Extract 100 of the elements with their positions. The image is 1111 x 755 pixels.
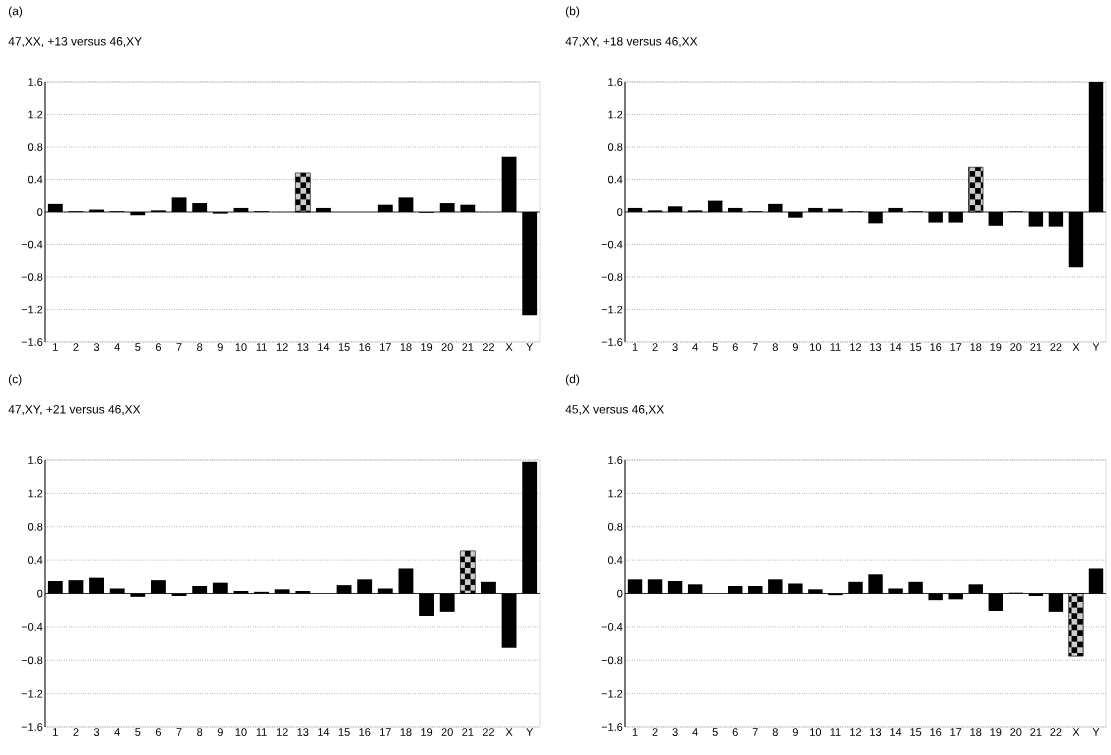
- x-tick-label: 9: [792, 728, 798, 736]
- x-tick-label: 4: [114, 728, 120, 736]
- x-tick-label: 22: [1050, 343, 1062, 351]
- y-tick-label: 0.4: [28, 175, 43, 184]
- x-tick-label: 10: [810, 728, 822, 736]
- y-tick-label: −0.4: [21, 240, 43, 249]
- y-tick-label: 0.8: [28, 143, 43, 151]
- x-tick-label: 16: [359, 728, 371, 736]
- x-tick-label: 20: [1010, 343, 1022, 351]
- y-tick-label: 0.4: [608, 556, 623, 565]
- y-tick-label: 1.2: [28, 110, 43, 119]
- chart-subtitle: 47,XY, +21 versus 46,XX: [8, 405, 141, 415]
- x-tick-label: 3: [672, 343, 678, 351]
- x-tick-label: 8: [197, 728, 203, 736]
- x-tick-label: 17: [950, 343, 962, 351]
- x-tick-label: 21: [462, 343, 474, 351]
- x-tick-label: X: [1072, 343, 1080, 351]
- chart-title: (c): [8, 374, 22, 386]
- x-tick-label: 18: [970, 728, 982, 736]
- x-tick-label: 4: [692, 728, 698, 736]
- x-tick-label: Y: [1092, 343, 1100, 351]
- x-tick-label: 16: [359, 343, 371, 351]
- chart-subtitle: 47,XX, +13 versus 46,XY: [8, 37, 142, 47]
- chart-title: (b): [565, 6, 580, 18]
- y-tick-label: −0.4: [21, 623, 43, 631]
- y-tick-label: −0.4: [601, 623, 623, 631]
- x-tick-label: 10: [810, 343, 822, 351]
- x-tick-label: 13: [297, 343, 309, 351]
- y-tick-label: −0.8: [601, 273, 623, 281]
- x-tick-label: 22: [482, 728, 494, 736]
- x-tick-label: 21: [1030, 728, 1042, 736]
- y-tick-label: 0.8: [608, 143, 623, 151]
- x-tick-label: 19: [421, 728, 433, 736]
- x-tick-label: 13: [297, 728, 309, 736]
- x-tick-label: 7: [176, 728, 182, 736]
- x-tick-label: X: [505, 728, 513, 736]
- x-tick-label: 19: [990, 728, 1002, 736]
- y-tick-label: 0.4: [28, 556, 43, 565]
- x-tick-label: 15: [910, 728, 922, 736]
- x-tick-label: 19: [421, 343, 433, 351]
- x-tick-label: 7: [752, 343, 758, 351]
- y-tick-label: −0.4: [601, 240, 623, 249]
- x-tick-label: 22: [482, 343, 494, 351]
- x-tick-label: 16: [930, 728, 942, 736]
- x-tick-label: 11: [830, 728, 841, 736]
- x-tick-label: 12: [276, 343, 288, 351]
- y-tick-label: 1.6: [608, 78, 623, 86]
- x-tick-label: 5: [135, 343, 141, 351]
- x-tick-label: 15: [910, 343, 922, 351]
- x-tick-label: 10: [235, 728, 247, 736]
- x-tick-label: 18: [400, 728, 412, 736]
- y-tick-label: 0.8: [608, 522, 623, 531]
- x-tick-label: 11: [256, 343, 267, 351]
- x-tick-label: 11: [256, 728, 267, 736]
- x-tick-label: 17: [950, 728, 962, 736]
- y-tick-label: −1.2: [21, 305, 43, 314]
- x-tick-label: 12: [276, 728, 288, 736]
- y-tick-label: −1.2: [601, 689, 623, 698]
- x-tick-label: 4: [114, 343, 120, 351]
- x-tick-label: 11: [830, 343, 841, 351]
- x-tick-label: 5: [712, 728, 718, 736]
- y-tick-label: 1.2: [608, 489, 623, 498]
- x-tick-label: 19: [990, 343, 1002, 351]
- y-tick-label: 1.6: [608, 456, 623, 464]
- y-tick-label: −1.6: [601, 723, 623, 731]
- x-tick-label: 12: [850, 728, 862, 736]
- x-tick-label: 14: [318, 728, 330, 736]
- y-tick-label: 0: [37, 208, 43, 216]
- x-tick-label: 22: [1050, 728, 1062, 736]
- x-tick-label: 4: [692, 343, 698, 351]
- x-tick-label: 8: [197, 343, 203, 351]
- x-tick-label: 7: [176, 343, 182, 351]
- x-tick-label: 17: [380, 343, 391, 351]
- y-tick-label: −1.2: [21, 689, 43, 698]
- chart-subtitle: 47,XY, +18 versus 46,XX: [565, 37, 698, 47]
- x-tick-label: 14: [890, 728, 902, 736]
- x-tick-label: 8: [772, 343, 778, 351]
- x-tick-label: 3: [93, 728, 100, 736]
- y-tick-label: 1.2: [28, 489, 43, 498]
- y-tick-label: −1.6: [21, 723, 43, 731]
- x-tick-label: 20: [441, 343, 453, 351]
- x-tick-label: 21: [462, 728, 474, 736]
- y-tick-label: 0.8: [28, 522, 43, 531]
- y-tick-label: −1.6: [21, 338, 43, 346]
- x-tick-label: 10: [235, 343, 247, 351]
- x-tick-label: 5: [712, 343, 718, 351]
- x-tick-label: 6: [155, 728, 161, 736]
- y-tick-label: 0: [617, 589, 623, 598]
- x-tick-label: 5: [135, 728, 141, 736]
- x-tick-label: 9: [217, 728, 223, 736]
- x-tick-label: 9: [792, 343, 798, 351]
- x-tick-label: 1: [632, 343, 638, 351]
- x-tick-label: 18: [970, 343, 982, 351]
- x-tick-label: Y: [526, 343, 534, 351]
- x-tick-label: 17: [380, 728, 391, 736]
- y-tick-label: 1.6: [28, 456, 43, 464]
- x-tick-label: 1: [53, 343, 58, 351]
- x-tick-label: X: [1072, 728, 1080, 736]
- x-tick-label: 6: [155, 343, 161, 351]
- y-tick-label: −0.8: [21, 273, 43, 281]
